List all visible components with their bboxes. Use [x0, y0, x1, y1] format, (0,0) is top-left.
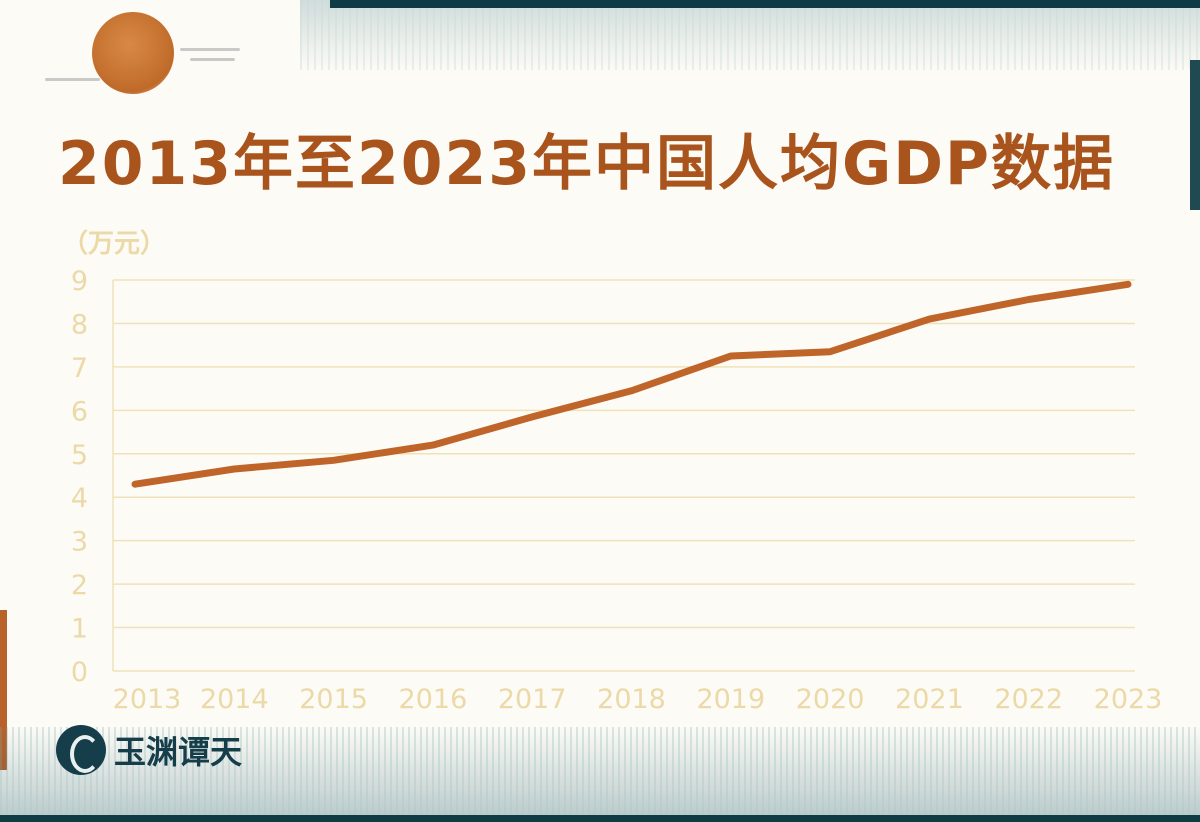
bottom-decoration: [0, 727, 1200, 822]
top-border-line: [330, 0, 1200, 8]
y-tick-label: 5: [71, 440, 88, 471]
x-tick-label: 2020: [796, 684, 865, 715]
x-tick-label: 2018: [597, 684, 666, 715]
sun-icon: [92, 12, 174, 94]
x-tick-label: 2022: [994, 684, 1063, 715]
bottom-border-line: [0, 815, 1200, 822]
y-tick-label: 7: [71, 353, 88, 384]
y-tick-label: 4: [71, 483, 88, 514]
y-tick-label: 0: [71, 657, 88, 688]
x-tick-label: 2015: [299, 684, 368, 715]
top-decoration: [300, 0, 1200, 70]
chart-title: 2013年至2023年中国人均GDP数据: [58, 129, 1116, 199]
y-tick-label: 9: [71, 266, 88, 297]
right-edge-accent: [1190, 60, 1200, 210]
y-tick-label: 2: [71, 570, 88, 601]
x-axis-ticks: 2013 2014 2015 2016 2017 2018 2019 2020 2021 2022…: [113, 684, 1163, 715]
x-tick-label: 2019: [696, 684, 765, 715]
series-group: [131, 280, 1132, 488]
x-tick-label: 2023: [1094, 684, 1163, 715]
x-tick-label: 2016: [399, 684, 468, 715]
cloud-line-icon: [190, 58, 235, 61]
x-tick-label: 2014: [200, 684, 269, 715]
y-axis-unit-label: （万元）: [62, 229, 166, 259]
cloud-line-icon: [45, 78, 100, 81]
y-tick-label: 6: [71, 396, 88, 427]
x-tick-label: 2013: [113, 684, 182, 715]
logo-text: 玉渊谭天: [114, 733, 243, 771]
logo-icon: [56, 725, 106, 775]
y-tick-label: 3: [71, 527, 88, 558]
brand-logo: 玉渊谭天: [56, 725, 242, 775]
y-tick-label: 8: [71, 309, 88, 340]
x-tick-label: 2017: [498, 684, 567, 715]
left-edge-accent: [0, 610, 7, 770]
x-tick-label: 2021: [895, 684, 964, 715]
gridlines: [112, 279, 1135, 672]
y-axis-ticks: 0 1 2 3 4 5 6 7 8 9: [71, 266, 88, 688]
cloud-line-icon: [180, 48, 240, 51]
y-tick-label: 1: [71, 614, 88, 645]
